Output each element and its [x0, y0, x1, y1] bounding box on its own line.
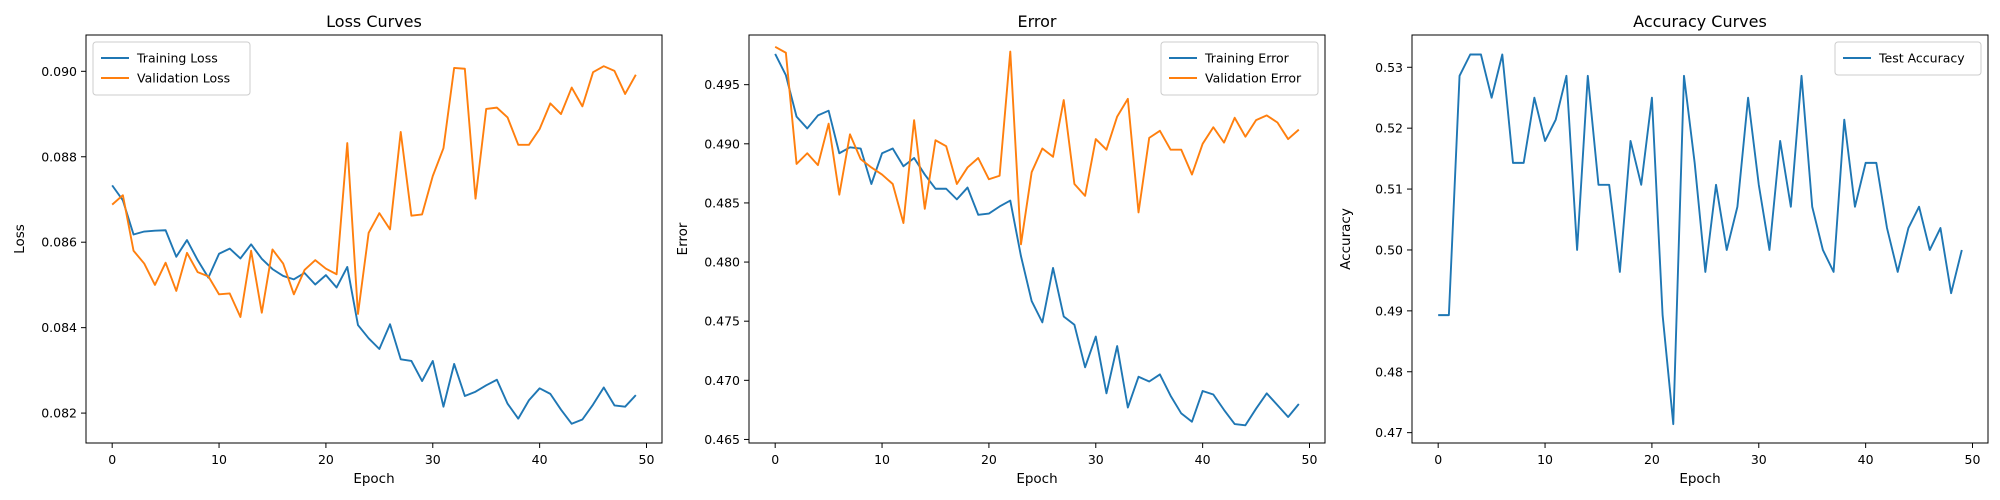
y-tick-label: 0.470 — [704, 373, 740, 388]
x-tick-label: 40 — [532, 452, 548, 467]
legend-label: Training Error — [1204, 51, 1290, 66]
legend-label: Training Loss — [136, 51, 218, 66]
x-tick-label: 20 — [318, 452, 334, 467]
y-axis-label: Error — [675, 222, 691, 255]
y-tick-label: 0.495 — [704, 77, 740, 92]
axes-frame — [85, 34, 663, 444]
legend: Training Error Validation Error — [1160, 41, 1319, 96]
series-line-2 — [774, 45, 1300, 246]
chart-panel-2: 0 10 20 30 40 50 0.465 0.470 0.475 0.480 0.485 0.49… — [675, 12, 1326, 487]
series-line-1 — [774, 53, 1300, 427]
legend-label: Validation Error — [1205, 71, 1302, 86]
legend-box — [92, 41, 251, 96]
legend: Test Accuracy — [1834, 41, 1982, 76]
x-tick-label: 30 — [425, 452, 441, 467]
legend-box — [1160, 41, 1319, 96]
x-tick-label: 40 — [1858, 452, 1874, 467]
y-tick-label: 0.086 — [41, 235, 77, 250]
series-line-2 — [111, 65, 637, 318]
x-tick-label: 20 — [981, 452, 997, 467]
y-tick-label: 0.51 — [1375, 182, 1403, 197]
legend: Training Loss Validation Loss — [92, 41, 251, 96]
y-tick-label: 0.480 — [704, 255, 740, 270]
x-tick-label: 30 — [1088, 452, 1104, 467]
x-tick-label: 50 — [639, 452, 655, 467]
x-tick-label: 0 — [108, 452, 116, 467]
y-tick-label: 0.490 — [704, 136, 740, 151]
legend-label: Validation Loss — [137, 71, 230, 86]
x-tick-label: 10 — [874, 452, 890, 467]
y-tick-label: 0.088 — [41, 149, 77, 164]
legend-box — [1834, 41, 1982, 76]
y-tick-label: 0.465 — [704, 432, 740, 447]
y-tick-label: 0.50 — [1375, 242, 1403, 257]
series-line-1 — [111, 184, 637, 425]
x-tick-label: 40 — [1195, 452, 1211, 467]
axes-frame — [1411, 34, 1989, 444]
y-tick-label: 0.475 — [704, 314, 740, 329]
x-tick-label: 10 — [211, 452, 227, 467]
y-tick-label: 0.47 — [1375, 425, 1403, 440]
x-tick-label: 20 — [1644, 452, 1660, 467]
y-tick-label: 0.48 — [1375, 364, 1403, 379]
y-axis-label: Loss — [12, 224, 28, 254]
chart-title: Error — [1018, 12, 1057, 31]
y-tick-label: 0.485 — [704, 195, 740, 210]
chart-title: Accuracy Curves — [1633, 12, 1767, 31]
y-tick-label: 0.082 — [41, 406, 77, 421]
y-tick-label: 0.090 — [41, 64, 77, 79]
y-tick-label: 0.084 — [41, 320, 77, 335]
x-axis-label: Epoch — [1016, 471, 1057, 487]
x-tick-label: 0 — [1434, 452, 1442, 467]
chart-panel-1: 0 10 20 30 40 50 0.082 0.084 0.086 0.088 0.090 Loss… — [12, 12, 663, 487]
chart-panel-3: 0 10 20 30 40 50 0.47 0.48 0.49 0.50 0.51 0.52 0.53 A… — [1338, 12, 1989, 487]
x-tick-label: 30 — [1751, 452, 1767, 467]
x-tick-label: 10 — [1537, 452, 1553, 467]
chart-title: Loss Curves — [326, 12, 422, 31]
x-tick-label: 0 — [771, 452, 779, 467]
legend-label: Test Accuracy — [1878, 51, 1965, 66]
y-axis-label: Accuracy — [1338, 208, 1354, 270]
y-tick-label: 0.49 — [1375, 303, 1403, 318]
x-axis-label: Epoch — [353, 471, 394, 487]
series-line-1 — [1438, 53, 1963, 426]
x-tick-label: 50 — [1965, 452, 1981, 467]
axes-frame — [748, 34, 1326, 444]
y-tick-label: 0.53 — [1375, 60, 1403, 75]
x-tick-label: 50 — [1302, 452, 1318, 467]
x-axis-label: Epoch — [1679, 471, 1720, 487]
y-tick-label: 0.52 — [1375, 121, 1403, 136]
